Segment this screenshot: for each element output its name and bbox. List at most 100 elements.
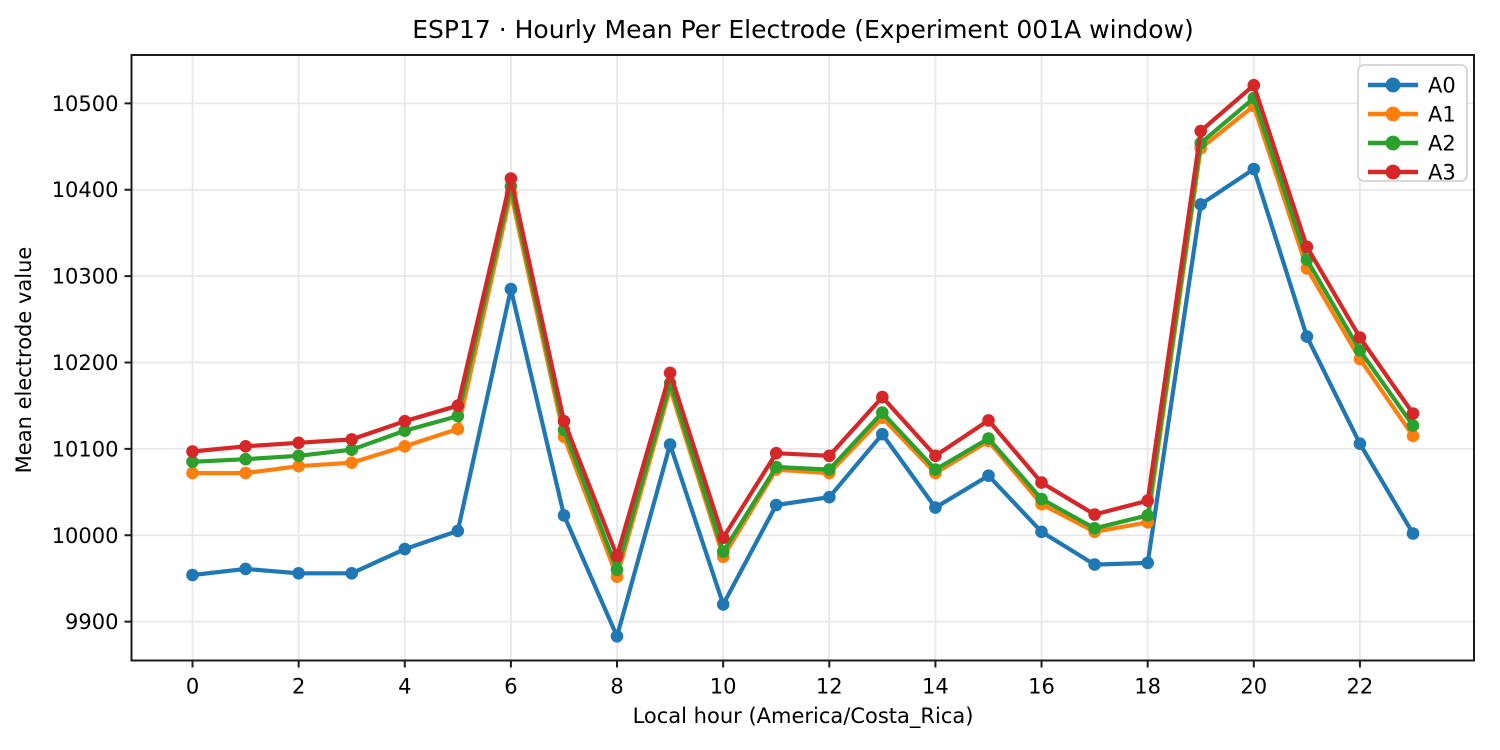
data-point-A3-h1 <box>239 440 252 453</box>
data-point-A3-h9 <box>663 366 677 380</box>
data-point-A0-h18 <box>1141 556 1154 570</box>
x-tick-label: 20 <box>1240 675 1267 699</box>
legend-marker-A3 <box>1385 164 1401 180</box>
data-point-A2-h8 <box>610 563 624 577</box>
y-tick-label: 10000 <box>52 524 119 548</box>
data-point-A1-h23 <box>1406 429 1420 443</box>
x-tick-label: 18 <box>1134 675 1161 699</box>
data-point-A0-h0 <box>186 568 199 582</box>
data-point-A0-h23 <box>1406 527 1420 540</box>
data-point-A0-h17 <box>1088 558 1101 571</box>
chart-title: ESP17 · Hourly Mean Per Electrode (Exper… <box>412 15 1194 44</box>
data-point-A3-h6 <box>504 172 518 185</box>
data-point-A0-h8 <box>610 630 624 643</box>
x-tick-label: 14 <box>922 675 949 699</box>
data-point-A3-h22 <box>1353 331 1367 344</box>
legend-box <box>1357 64 1468 182</box>
data-point-A2-h17 <box>1088 522 1101 535</box>
data-point-A2-h23 <box>1406 419 1420 432</box>
data-point-A2-h4 <box>398 424 412 438</box>
data-point-A3-h14 <box>929 449 942 463</box>
series-line-A1 <box>190 103 1416 579</box>
data-point-A3-h7 <box>557 414 571 428</box>
data-point-A0-h11 <box>769 498 783 512</box>
axes-spines <box>130 54 1475 662</box>
legend-label-A0: A0 <box>1428 74 1456 98</box>
data-point-A1-h3 <box>345 456 359 470</box>
legend-label-A3: A3 <box>1428 161 1456 185</box>
series-line-A3 <box>190 83 1416 559</box>
data-point-A2-h1 <box>239 452 252 466</box>
data-point-A3-h12 <box>823 449 836 463</box>
legend-label-A1: A1 <box>1428 103 1456 127</box>
data-point-A2-h2 <box>292 449 305 463</box>
data-point-A0-h3 <box>345 567 359 580</box>
x-tick-label: 16 <box>1028 675 1055 699</box>
legend-marker-A1 <box>1385 106 1401 122</box>
data-point-A3-h15 <box>982 414 995 427</box>
legend-label-A2: A2 <box>1428 132 1456 156</box>
series-line-A2 <box>190 96 1416 572</box>
data-point-A1-h2 <box>292 459 305 473</box>
data-point-A1-h4 <box>398 440 412 453</box>
data-point-A2-h14 <box>929 463 942 476</box>
legend-marker-A0 <box>1385 77 1401 93</box>
data-point-A3-h2 <box>292 436 305 450</box>
data-point-A0-h9 <box>663 438 677 451</box>
x-tick-label: 12 <box>816 675 843 699</box>
y-tick-label: 10300 <box>52 265 119 289</box>
data-point-A3-h20 <box>1247 78 1261 92</box>
data-point-A0-h16 <box>1035 525 1048 539</box>
data-point-A1-h5 <box>451 422 465 436</box>
data-point-A0-h2 <box>292 567 305 580</box>
plot-area <box>131 55 1474 661</box>
data-point-A3-h3 <box>345 433 359 446</box>
data-point-A0-h5 <box>451 524 465 538</box>
data-point-A0-h14 <box>929 501 942 514</box>
data-point-A2-h16 <box>1035 492 1048 506</box>
data-point-A2-h12 <box>823 463 836 476</box>
x-axis-label: Local hour (America/Costa_Rica) <box>633 704 974 729</box>
data-point-A2-h15 <box>982 432 995 445</box>
data-point-A2-h5 <box>451 409 465 423</box>
y-tick-label: 9900 <box>65 610 118 634</box>
legend-marker-A2 <box>1385 135 1401 151</box>
data-point-A2-h0 <box>186 455 199 469</box>
data-point-A0-h7 <box>557 509 571 522</box>
data-point-A3-h0 <box>186 445 199 458</box>
data-point-A2-h11 <box>769 460 783 474</box>
data-point-A3-h16 <box>1035 476 1048 489</box>
data-point-A3-h21 <box>1300 240 1314 254</box>
data-point-A3-h10 <box>716 531 730 545</box>
data-point-A0-h20 <box>1247 162 1261 176</box>
data-point-A3-h19 <box>1194 124 1207 138</box>
data-point-A0-h6 <box>504 282 518 296</box>
x-tick-label: 4 <box>398 675 411 699</box>
data-point-A2-h21 <box>1300 253 1314 266</box>
data-point-A3-h11 <box>769 446 783 460</box>
x-tick-label: 8 <box>610 675 623 699</box>
data-point-A2-h22 <box>1353 344 1367 357</box>
data-point-A3-h17 <box>1088 508 1101 521</box>
series-line-A0 <box>190 166 1416 639</box>
data-point-A2-h18 <box>1141 509 1154 522</box>
data-point-A3-h8 <box>610 549 624 563</box>
data-point-A3-h18 <box>1141 494 1154 508</box>
x-tick-label: 22 <box>1347 675 1374 699</box>
x-tick-label: 2 <box>292 675 305 699</box>
data-point-A2-h3 <box>345 443 359 457</box>
y-tick-label: 10200 <box>52 351 119 375</box>
data-point-A0-h10 <box>716 598 730 611</box>
y-axis-label: Mean electrode value <box>12 247 36 474</box>
data-point-A0-h1 <box>239 562 252 576</box>
data-point-A3-h23 <box>1406 407 1420 420</box>
data-point-A0-h19 <box>1194 198 1207 211</box>
data-point-A0-h15 <box>982 469 995 483</box>
data-point-A3-h5 <box>451 399 465 413</box>
data-point-A2-h13 <box>876 406 889 419</box>
data-point-A3-h13 <box>876 390 889 404</box>
data-point-A0-h21 <box>1300 330 1314 343</box>
data-point-A2-h10 <box>716 545 730 558</box>
